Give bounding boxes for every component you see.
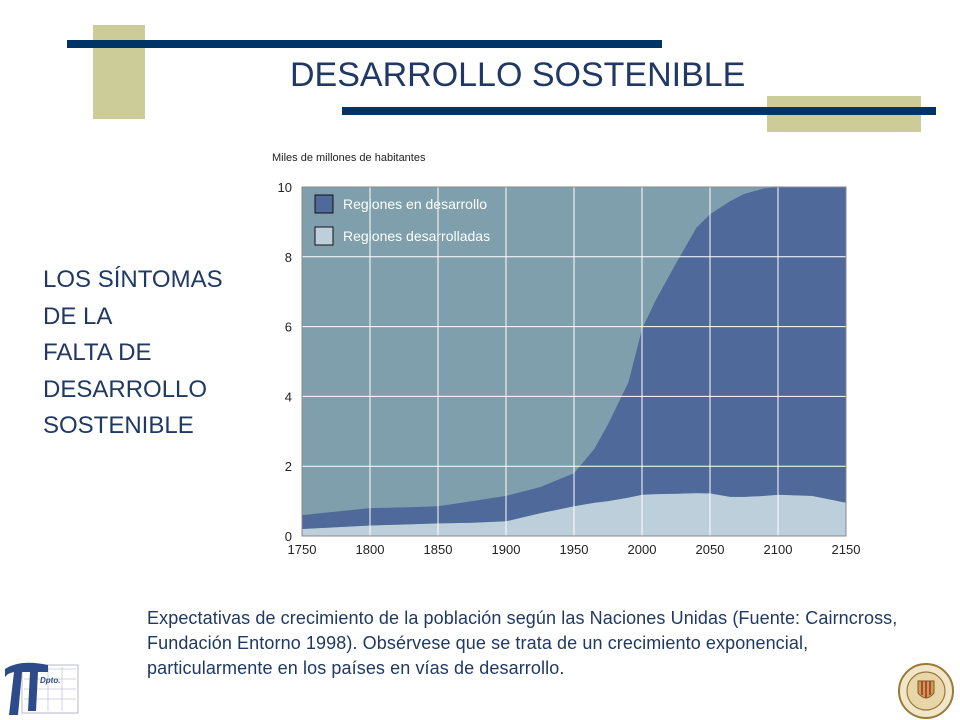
- side-heading-line: FALTA DE: [43, 339, 152, 366]
- department-pi-logo: Dpto.: [5, 662, 79, 715]
- x-tick-label: 1950: [560, 542, 589, 557]
- y-tick-label: 0: [285, 529, 292, 544]
- x-tick-label: 2100: [764, 542, 793, 557]
- y-tick-label: 8: [285, 250, 292, 265]
- side-heading: LOS SÍNTOMAS DE LA FALTA DE DESARROLLO S…: [43, 262, 273, 445]
- x-tick-label: 1850: [424, 542, 453, 557]
- university-seal-logo: [898, 663, 954, 719]
- slide-title: DESARROLLO SOSTENIBLE: [290, 56, 746, 94]
- x-tick-label: 2150: [832, 542, 861, 557]
- x-tick-label: 2050: [696, 542, 725, 557]
- decorative-bar-top: [67, 40, 662, 48]
- chart-caption: Expectativas de crecimiento de la poblac…: [147, 608, 898, 678]
- svg-text:Dpto.: Dpto.: [40, 676, 60, 685]
- x-tick-label: 1900: [492, 542, 521, 557]
- legend-label: Regiones en desarrollo: [343, 196, 487, 212]
- plot-frame: [301, 186, 847, 537]
- x-tick-label: 1800: [356, 542, 385, 557]
- y-tick-label: 6: [285, 320, 292, 335]
- x-tick-label: 1750: [288, 542, 317, 557]
- side-heading-line: DESARROLLO: [43, 375, 208, 403]
- legend-swatch: [314, 194, 334, 214]
- chart-unit-label: Miles de millones de habitantes: [272, 152, 426, 164]
- x-tick-label: 2000: [628, 542, 657, 557]
- decorative-bar-bottom: [342, 107, 936, 115]
- side-heading-line: DE LA: [43, 302, 113, 330]
- side-heading-line: SOSTENIBLE: [43, 412, 194, 439]
- side-heading-line: LOS SÍNTOMAS: [43, 266, 223, 293]
- y-tick-label: 10: [278, 180, 292, 195]
- legend-swatch: [314, 226, 334, 246]
- legend-label: Regiones desarrolladas: [343, 228, 490, 244]
- y-tick-label: 4: [285, 389, 292, 404]
- y-tick-label: 2: [285, 459, 292, 474]
